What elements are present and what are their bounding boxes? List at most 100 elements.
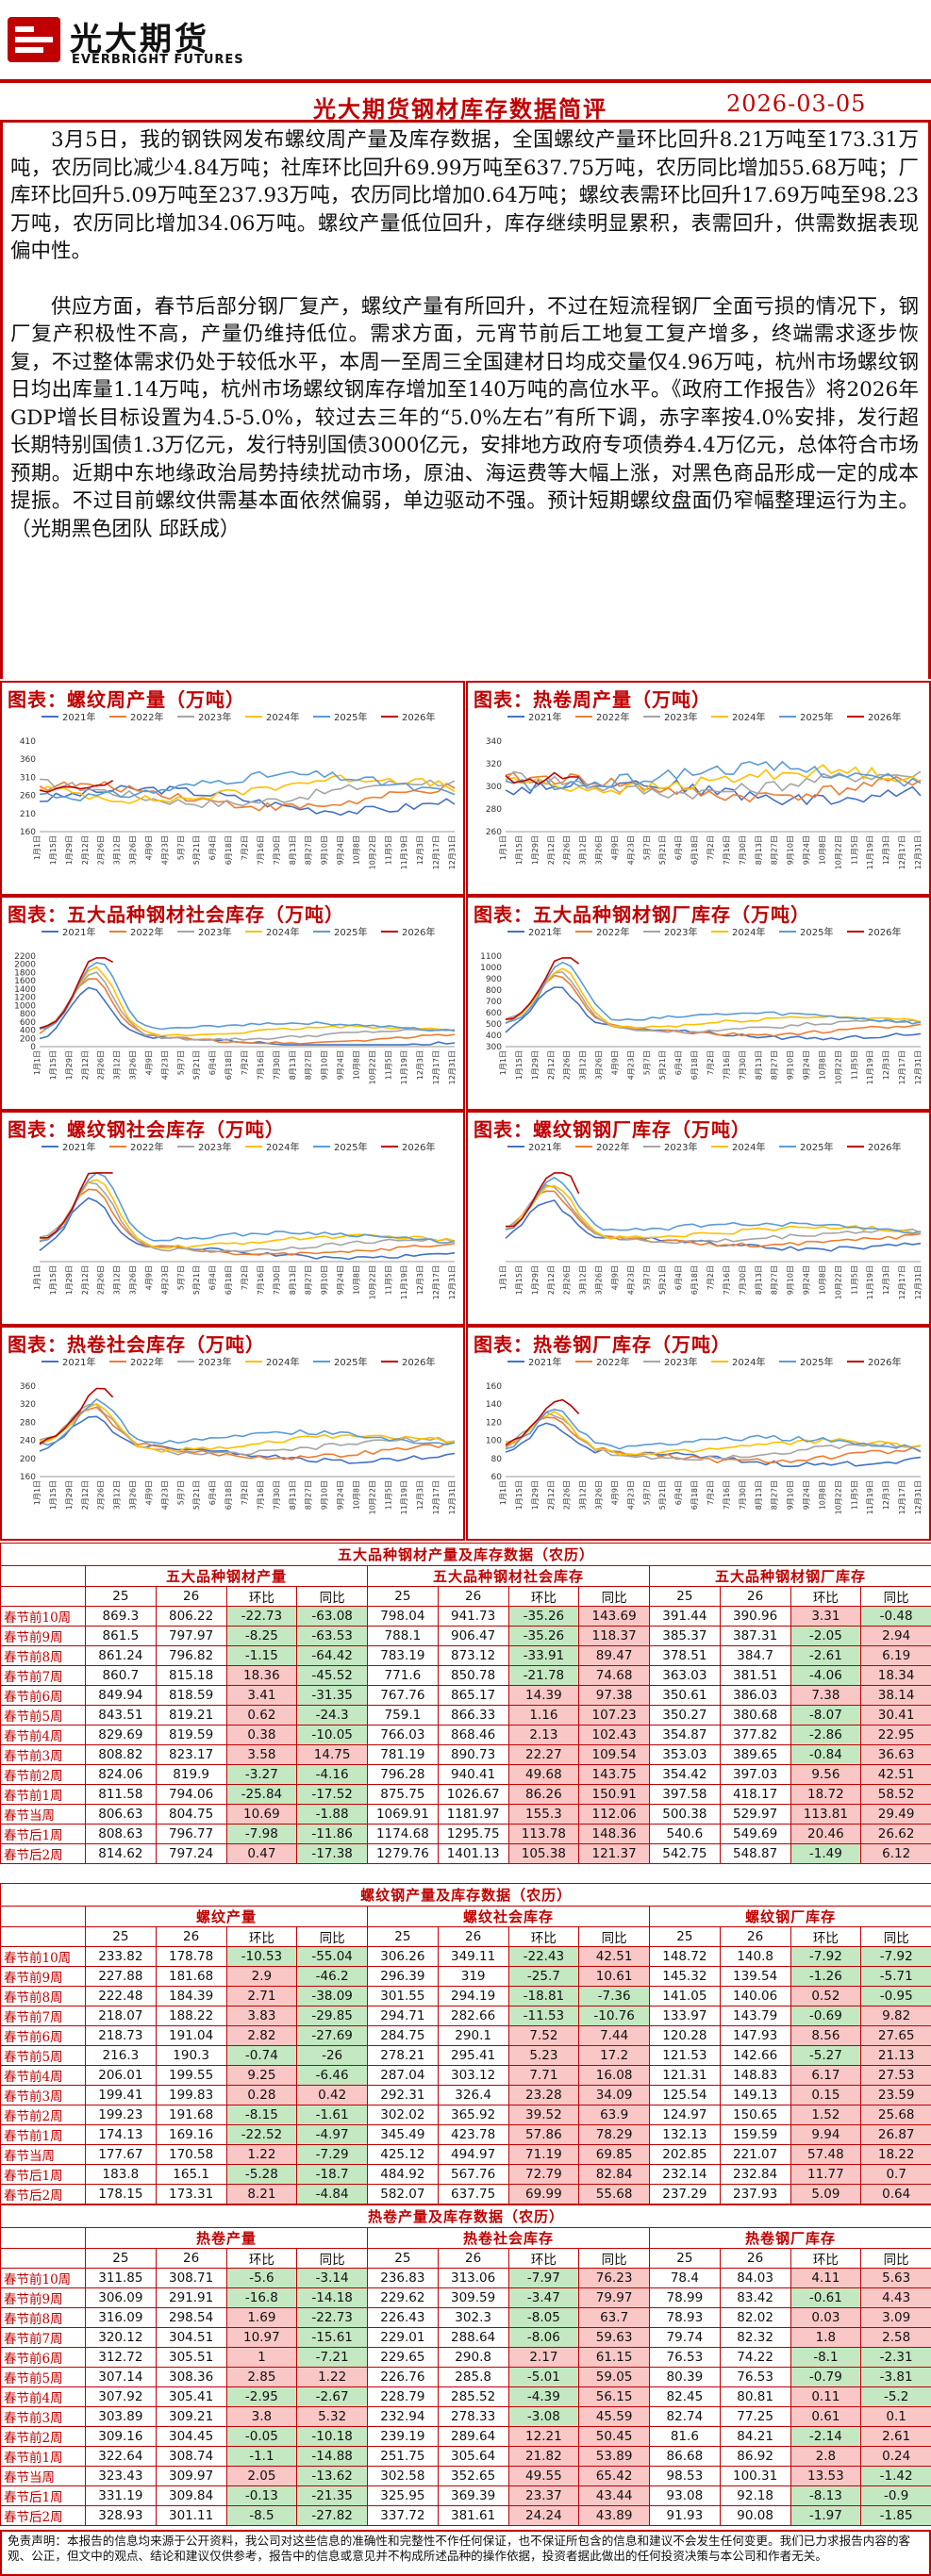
table-row: 春节前2周 309.16 304.45 -0.05 -10.18 239.19 289.64…	[0, 2426, 931, 2447]
table-cell: 0.28	[225, 2085, 298, 2105]
table-cell: -29.85	[296, 2006, 368, 2026]
table-cell: 308.71	[155, 2268, 227, 2288]
col-header: 25	[85, 1586, 157, 1607]
x-tick-label: 8月27日	[771, 1050, 779, 1080]
x-tick-label: 7月2日	[707, 1480, 715, 1505]
y-tick-label: 360	[20, 755, 36, 765]
table-cell: 6.19	[860, 1645, 931, 1666]
table-cell: 797.97	[155, 1626, 227, 1646]
table-cell: -2.95	[225, 2386, 298, 2407]
table-cell: 56.15	[578, 2386, 650, 2407]
table-cell: -21.78	[507, 1665, 580, 1686]
table-cell: 7.38	[790, 1685, 862, 1706]
table-cell: 199.41	[85, 2085, 157, 2105]
table-cell: -5.2	[860, 2386, 931, 2407]
row-label: 春节当周	[0, 2144, 86, 2165]
table-cell: -8.15	[225, 2105, 298, 2125]
section-header: 热卷钢厂库存	[649, 2227, 931, 2249]
x-tick-label: 7月2日	[241, 1265, 249, 1290]
row-label: 春节前1周	[0, 2446, 86, 2467]
table-cell: 133.97	[649, 2006, 721, 2026]
table-cell: 306.26	[367, 1946, 439, 1967]
series-line	[39, 1181, 456, 1253]
table-cell: -27.82	[296, 2505, 368, 2526]
table-row: 春节前10周 869.3 806.22 -22.73 -63.08 798.04 941.7…	[0, 1606, 931, 1627]
x-tick-label: 7月30日	[739, 835, 747, 865]
y-tick-label: 2200	[14, 952, 36, 962]
x-tick-label: 7月16日	[257, 1480, 265, 1510]
y-tick-label: 310	[20, 773, 36, 783]
table-cell: -5.01	[507, 2367, 580, 2387]
report-title: 光大期货钢材库存数据简评	[313, 95, 607, 123]
table-cell: 76.53	[719, 2367, 791, 2387]
table-cell: 353.03	[649, 1744, 721, 1765]
col-header: 26	[155, 1586, 227, 1607]
table-cell: -24.3	[296, 1705, 368, 1726]
table-cell: 121.31	[649, 2065, 721, 2086]
table-cell: 226.43	[367, 2307, 439, 2328]
x-tick-label: 6月18日	[690, 1050, 699, 1080]
table-cell: 389.65	[719, 1744, 791, 1765]
chart-title: 图表：热卷周产量（万吨）	[474, 688, 711, 711]
table-cell: 120.28	[649, 2025, 721, 2046]
everbright-logo-icon	[8, 17, 60, 62]
table-cell: 843.51	[85, 1705, 157, 1726]
legend-label: 2024年	[266, 1356, 299, 1368]
table-cell: 5.63	[860, 2268, 931, 2288]
table-cell: 0.62	[225, 1705, 298, 1726]
chart-five-mill-stock: 2021年 2022年 2023年 2024年 2025年 2026年 300 400 500 6…	[480, 926, 923, 1084]
table-cell: 381.61	[437, 2505, 509, 2526]
table-cell: 232.84	[719, 2164, 791, 2185]
table-cell: 282.66	[437, 2006, 509, 2026]
legend-label: 2026年	[868, 1356, 901, 1368]
table-cell: 788.1	[367, 1626, 439, 1646]
y-tick-label: 1200	[14, 994, 36, 1003]
table-cell: 27.53	[860, 2065, 931, 2086]
table-cell: 0.1	[860, 2406, 931, 2427]
legend-label: 2023年	[198, 711, 231, 723]
x-tick-label: 7月2日	[241, 835, 249, 860]
x-tick-label: 11月19日	[866, 835, 874, 869]
legend-label: 2021年	[528, 711, 561, 723]
table-cell: 0.64	[860, 2184, 931, 2204]
table-cell: 9.94	[790, 2124, 862, 2145]
table-cell: 50.45	[578, 2426, 650, 2447]
table-cell: 165.1	[155, 2164, 227, 2185]
x-tick-label: 2月26日	[97, 835, 106, 865]
table-cell: -22.73	[225, 1606, 298, 1627]
x-tick-label: 4月23日	[626, 1265, 635, 1295]
table-cell: -21.35	[296, 2485, 368, 2506]
table-cell: 141.05	[649, 1986, 721, 2006]
table-cell: 237.93	[719, 2184, 791, 2204]
table-cell: 80.81	[719, 2386, 791, 2407]
table-cell: 296.39	[367, 1966, 439, 1987]
chart-rebar-output: 2021年 2022年 2023年 2024年 2025年 2026年 160 210 260 3…	[20, 711, 457, 869]
row-label: 春节前3周	[0, 1744, 86, 1765]
table-cell: 309.84	[155, 2485, 227, 2506]
x-tick-label: 11月5日	[850, 835, 858, 865]
table-cell: 2.71	[225, 1986, 298, 2006]
table-cell: 100.31	[719, 2466, 791, 2486]
table-cell: -4.39	[507, 2386, 580, 2407]
table-cell: 369.39	[437, 2485, 509, 2506]
x-tick-label: 1月1日	[499, 1050, 507, 1075]
series-line	[505, 1190, 922, 1248]
table-cell: 78.29	[578, 2124, 650, 2145]
series-line	[39, 1406, 456, 1461]
x-tick-label: 4月23日	[626, 835, 635, 865]
table-row: 春节前9周 861.5 797.97 -8.25 -63.53 788.1 906.47 -3…	[0, 1626, 931, 1646]
series-line	[39, 780, 113, 793]
x-tick-label: 12月31日	[448, 1050, 457, 1084]
table-cell: 43.44	[578, 2485, 650, 2506]
legend-label: 2025年	[334, 1141, 367, 1153]
legend-label: 2021年	[62, 711, 95, 723]
legend-label: 2022年	[130, 1356, 163, 1368]
table-cell: 3.41	[225, 1685, 298, 1706]
col-header: 25	[649, 1586, 721, 1607]
table-cell: 12.21	[507, 2426, 580, 2447]
table-cell: -1.42	[860, 2466, 931, 2486]
table-cell: -5.28	[225, 2164, 298, 2185]
table-cell: 89.47	[578, 1645, 650, 1666]
series-line	[39, 1387, 114, 1445]
col-header: 环比	[225, 2248, 298, 2269]
